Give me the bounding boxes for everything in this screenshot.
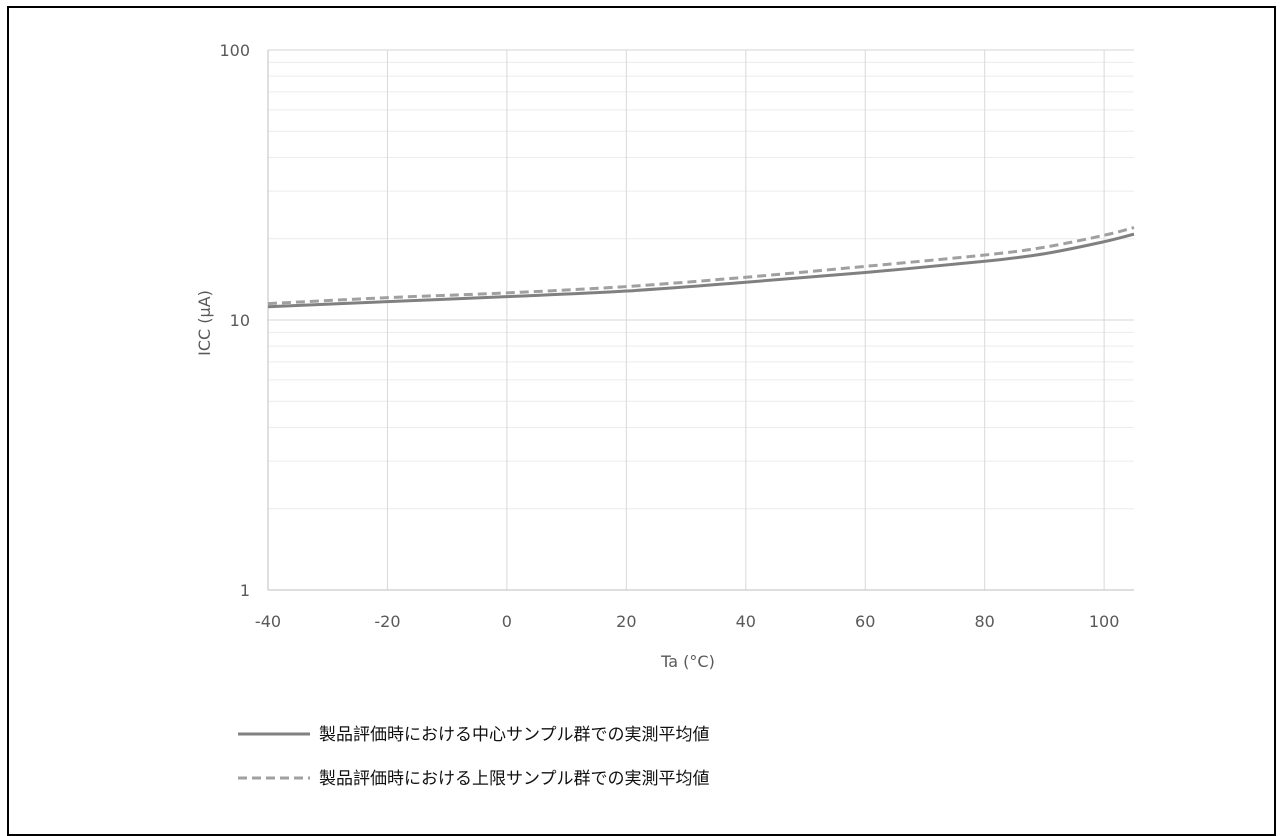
x-tick-labels: -40 -20 0 20 40 60 80 100	[255, 612, 1119, 631]
y-axis-title: ICC (μA)	[195, 290, 214, 356]
series-line-upper	[267, 226, 1135, 306]
x-axis-title: Ta (°C)	[660, 652, 715, 671]
x-tick-label: 80	[975, 612, 995, 631]
x-tick-label: -40	[255, 612, 281, 631]
x-tick-label: 40	[736, 612, 756, 631]
x-tick-label: 20	[616, 612, 636, 631]
x-tick-label: 60	[855, 612, 875, 631]
legend: 製品評価時における中心サンプル群での実測平均値 製品評価時における上限サンプル群…	[238, 725, 710, 789]
y-tick-label: 100	[219, 41, 250, 60]
legend-label-upper: 製品評価時における上限サンプル群での実測平均値	[319, 769, 710, 789]
series-line-center	[267, 232, 1135, 309]
x-tick-label: 0	[502, 612, 512, 631]
chart-frame	[7, 6, 1276, 836]
y-tick-label: 1	[240, 581, 250, 600]
grid	[267, 49, 1134, 591]
chart: -40 -20 0 20 40 60 80 100 1 10 100 Ta (°C) ICC (μ…	[195, 41, 1135, 789]
y-tick-label: 10	[230, 311, 250, 330]
x-tick-label: -20	[374, 612, 400, 631]
y-tick-labels: 1 10 100	[219, 41, 250, 600]
series-lines	[267, 226, 1135, 309]
legend-label-center: 製品評価時における中心サンプル群での実測平均値	[319, 725, 710, 745]
x-tick-label: 100	[1089, 612, 1120, 631]
